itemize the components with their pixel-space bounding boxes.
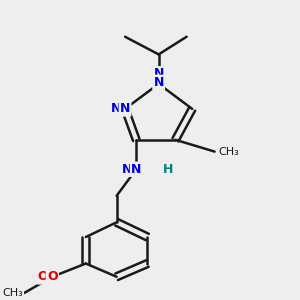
Circle shape bbox=[152, 77, 165, 90]
Circle shape bbox=[130, 163, 142, 176]
Text: N: N bbox=[153, 76, 164, 89]
Text: CH₃: CH₃ bbox=[2, 288, 23, 298]
Circle shape bbox=[46, 270, 59, 283]
Text: N: N bbox=[153, 67, 164, 80]
Text: CH₃: CH₃ bbox=[219, 147, 240, 157]
Text: O: O bbox=[38, 270, 48, 283]
Text: N: N bbox=[131, 163, 141, 176]
Circle shape bbox=[119, 102, 131, 116]
Text: N: N bbox=[122, 163, 132, 176]
Text: H: H bbox=[163, 163, 173, 176]
Text: O: O bbox=[47, 270, 58, 283]
Text: N: N bbox=[110, 102, 121, 116]
Text: N: N bbox=[120, 102, 130, 116]
